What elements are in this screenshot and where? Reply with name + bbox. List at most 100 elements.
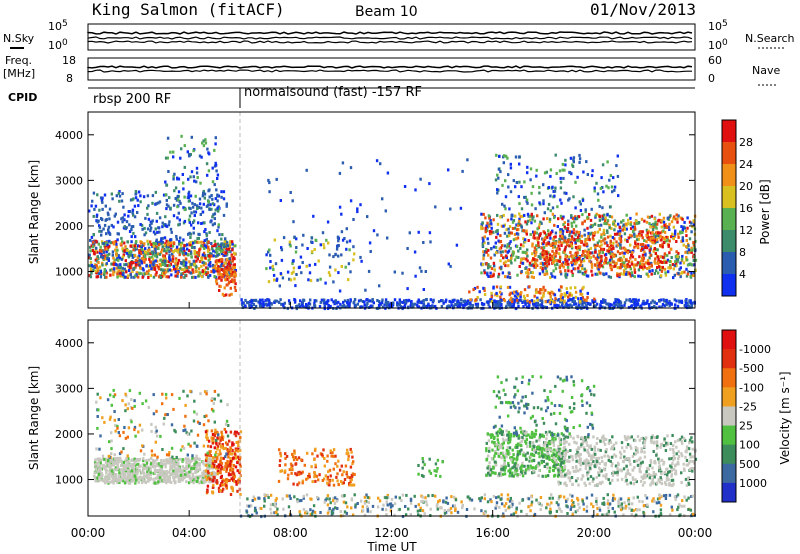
range-time-cell [109,480,112,484]
range-time-cell [356,207,359,211]
range-time-cell [340,230,344,234]
range-time-cell [96,193,99,197]
range-time-cell [577,266,580,270]
range-time-cell [489,256,493,260]
freq-unit-label: [MHz] [3,67,35,80]
range-time-cell [561,162,565,166]
range-time-cell [156,476,159,480]
range-time-cell [231,486,234,490]
range-time-cell [128,265,131,269]
range-time-cell [343,237,346,240]
range-time-cell [494,241,497,245]
range-time-cell [295,307,298,311]
range-time-cell [215,280,218,283]
range-time-cell [628,272,631,276]
range-time-cell [178,242,181,246]
range-time-cell [263,303,266,307]
range-time-cell [658,212,661,216]
range-time-cell [223,246,226,250]
range-time-cell [130,240,133,244]
range-time-cell [258,301,261,305]
range-time-cell [169,241,173,245]
range-time-cell [205,479,208,483]
range-time-cell [145,271,148,275]
range-time-cell [619,229,622,233]
range-time-cell [139,194,142,198]
range-time-cell [206,271,210,275]
range-time-cell [157,201,160,205]
range-time-cell [577,305,580,309]
range-time-cell [194,463,198,467]
range-time-cell [525,232,528,236]
range-time-cell [542,262,545,266]
range-time-cell [337,254,340,258]
range-time-cell [187,458,191,462]
range-time-cell [547,202,551,206]
range-time-cell [563,292,566,296]
range-time-cell [575,302,578,306]
range-time-cell [149,226,153,230]
range-time-cell [597,198,600,202]
range-time-cell [605,257,608,261]
range-time-cell [627,218,630,222]
range-time-cell [414,188,417,192]
range-time-cell [525,271,528,275]
range-time-cell [526,171,529,175]
range-time-cell [168,457,171,461]
range-time-cell [684,229,688,233]
range-time-cell [215,262,218,266]
range-time-cell [106,248,110,252]
range-time-cell [489,219,492,222]
range-time-cell [565,259,568,263]
range-time-cell [490,247,493,251]
range-time-cell [226,241,229,245]
range-time-cell [540,296,544,300]
range-time-cell [622,272,625,276]
range-time-cell [290,271,294,275]
range-time-cell [558,288,561,292]
range-time-cell [166,461,170,465]
range-time-cell [606,160,609,164]
range-time-cell [314,238,317,242]
range-time-cell [134,274,137,278]
range-time-cell [582,251,585,254]
range-time-cell [648,248,651,252]
range-time-cell [156,242,159,246]
range-time-cell [403,305,407,309]
range-time-cell [568,234,571,237]
range-time-cell [568,293,571,297]
range-time-cell [191,268,194,272]
range-time-cell [686,258,689,262]
range-time-cell [126,462,129,465]
range-time-cell [503,154,506,158]
range-time-cell [655,238,659,242]
range-time-cell [168,268,171,272]
range-time-cell [169,262,173,266]
range-time-cell [136,467,139,471]
range-time-cell [515,255,518,259]
range-time-cell [501,250,504,254]
range-time-cell [570,172,573,176]
range-time-cell [490,226,493,230]
range-time-cell [675,299,678,303]
range-time-cell [279,298,282,302]
colorbar-frame [721,119,737,297]
range-time-cell [337,271,340,275]
range-time-cell [528,218,532,222]
range-time-cell [565,305,569,309]
range-time-cell [122,460,126,464]
range-time-cell [213,212,217,216]
range-time-cell [313,302,316,305]
range-time-cell [190,223,193,227]
range-time-cell [216,173,220,177]
range-time-cell [692,274,695,278]
range-time-cell [533,299,536,303]
range-time-cell [177,480,180,483]
range-time-cell [194,255,197,259]
range-time-cell [229,286,232,290]
range-time-cell [660,305,664,309]
range-time-cell [366,215,369,219]
range-time-cell [444,300,447,304]
range-time-cell [279,272,283,276]
range-time-cell [565,191,568,195]
